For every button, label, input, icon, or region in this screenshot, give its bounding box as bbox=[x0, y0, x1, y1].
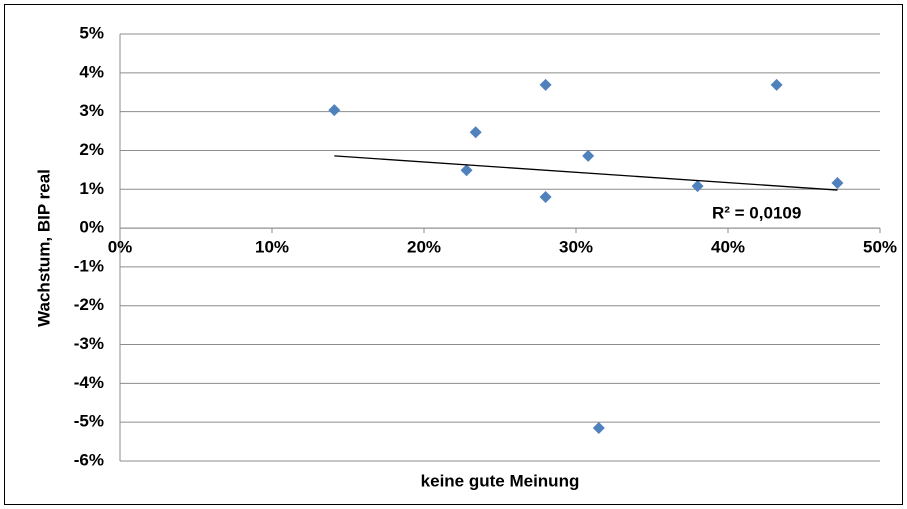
x-tick-label: 50% bbox=[863, 238, 897, 257]
point bbox=[328, 104, 341, 117]
y-tick-label: 3% bbox=[79, 101, 104, 120]
y-tick-label: 2% bbox=[79, 140, 104, 159]
point bbox=[539, 78, 552, 91]
point bbox=[469, 126, 482, 139]
y-axis-label: Wachstum, BIP real bbox=[34, 169, 53, 327]
y-tick-label: -4% bbox=[74, 373, 104, 392]
point bbox=[582, 149, 595, 162]
point bbox=[592, 422, 605, 435]
y-tick-label: 0% bbox=[79, 218, 104, 237]
trendline bbox=[334, 155, 838, 191]
y-tick-label: -1% bbox=[74, 256, 104, 275]
y-tick-label: -5% bbox=[74, 412, 104, 431]
trendline-label: R² = 0,0109 bbox=[712, 203, 801, 222]
point bbox=[831, 177, 844, 190]
y-tick-label: 5% bbox=[79, 23, 104, 42]
chart-border bbox=[4, 4, 903, 505]
x-tick-label: 30% bbox=[559, 238, 593, 257]
x-tick-label: 0% bbox=[108, 238, 133, 257]
x-tick-label: 40% bbox=[711, 238, 745, 257]
y-tick-label: 4% bbox=[79, 62, 104, 81]
point bbox=[539, 191, 552, 204]
y-tick-label: -2% bbox=[74, 295, 104, 314]
point bbox=[460, 164, 473, 177]
point bbox=[770, 78, 783, 91]
x-axis-label: keine gute Meinung bbox=[421, 471, 580, 490]
y-tick-label: -6% bbox=[74, 450, 104, 469]
y-tick-label: 1% bbox=[79, 179, 104, 198]
y-tick-label: -3% bbox=[74, 334, 104, 353]
x-tick-label: 20% bbox=[407, 238, 441, 257]
x-tick-label: 10% bbox=[255, 238, 289, 257]
point bbox=[691, 180, 704, 193]
